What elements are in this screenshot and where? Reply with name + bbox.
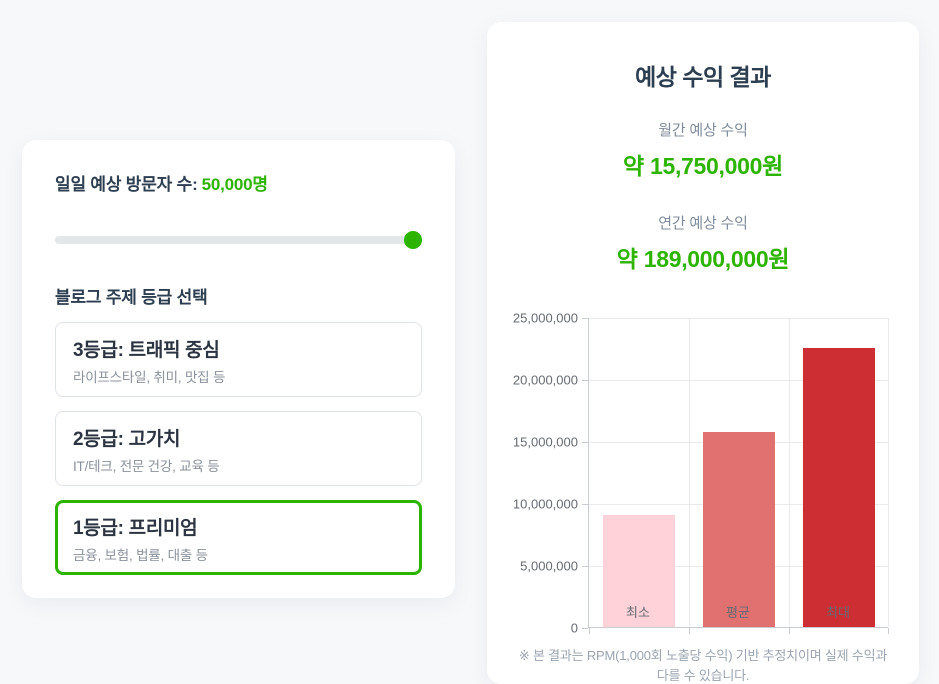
grade-option-subtitle: 라이프스타일, 취미, 맛집 등 bbox=[73, 370, 226, 385]
x-axis-tick bbox=[888, 628, 889, 634]
daily-visitors-label: 일일 예상 방문자 수: 50,000명 bbox=[55, 170, 422, 195]
monthly-revenue-label: 월간 예상 수익 bbox=[658, 122, 748, 139]
x-tick-label: 최대 bbox=[826, 605, 850, 620]
grade-option-tier2[interactable]: 2등급: 고가치 IT/테크, 전문 건강, 교육 등 bbox=[55, 411, 422, 486]
annual-revenue-label: 연간 예상 수익 bbox=[658, 215, 748, 232]
visitors-slider-track[interactable] bbox=[55, 236, 422, 244]
grade-option-title: 1등급: 프리미엄 bbox=[73, 518, 198, 539]
y-tick-label: 25,000,000 bbox=[512, 310, 578, 326]
calculator-card: 일일 예상 방문자 수: 50,000명 블로그 주제 등급 선택 3등급: 트래… bbox=[22, 140, 455, 598]
grade-option-title: 2등급: 고가치 bbox=[73, 429, 181, 450]
y-tick-label: 20,000,000 bbox=[512, 372, 578, 388]
y-axis-tick bbox=[582, 442, 588, 443]
visitors-slider-thumb[interactable] bbox=[404, 231, 422, 249]
y-axis-tick bbox=[582, 504, 588, 505]
y-axis-tick bbox=[582, 380, 588, 381]
y-axis-tick bbox=[582, 628, 588, 629]
y-tick-label: 15,000,000 bbox=[512, 434, 578, 450]
y-axis-tick bbox=[582, 566, 588, 567]
y-gridline bbox=[589, 380, 888, 381]
grade-option-tier3[interactable]: 3등급: 트래픽 중심 라이프스타일, 취미, 맛집 등 bbox=[55, 322, 422, 397]
chart-bar-3 bbox=[803, 348, 875, 627]
grade-option-tier1-selected[interactable]: 1등급: 프리미엄 금융, 보험, 법률, 대출 등 bbox=[55, 500, 422, 575]
x-axis-tick bbox=[589, 628, 590, 634]
x-tick-label: 평균 bbox=[726, 605, 750, 620]
y-axis-tick bbox=[582, 318, 588, 319]
annual-revenue-value: 약 189,000,000원 bbox=[616, 246, 790, 272]
chart-plot-area: 0 5,000,000 10,000,000 15,000,000 20,000,000… bbox=[513, 311, 889, 636]
x-gridline bbox=[689, 318, 690, 627]
x-tick-label: 최소 bbox=[626, 605, 650, 620]
grade-option-title: 3등급: 트래픽 중심 bbox=[73, 340, 220, 361]
grade-option-subtitle: 금융, 보험, 법률, 대출 등 bbox=[73, 548, 208, 563]
monthly-revenue-value: 약 15,750,000원 bbox=[623, 153, 783, 179]
results-title: 예상 수익 결과 bbox=[635, 64, 771, 90]
chart-bar-1 bbox=[603, 515, 675, 627]
y-tick-label: 10,000,000 bbox=[512, 496, 578, 512]
rpm-disclaimer: ※ 본 결과는 RPM(1,000회 노출당 수익) 기반 추정치이며 실제 수… bbox=[518, 648, 888, 684]
visitors-slider[interactable] bbox=[55, 231, 422, 249]
x-gridline bbox=[888, 318, 889, 627]
x-gridline bbox=[789, 318, 790, 627]
x-axis-tick bbox=[789, 628, 790, 634]
daily-visitors-value: 50,000명 bbox=[201, 175, 268, 194]
revenue-bar-chart: 0 5,000,000 10,000,000 15,000,000 20,000,000… bbox=[487, 284, 919, 644]
y-tick-label: 0 bbox=[570, 620, 578, 636]
y-gridline bbox=[589, 318, 888, 319]
y-tick-label: 5,000,000 bbox=[520, 558, 578, 574]
grade-option-subtitle: IT/테크, 전문 건강, 교육 등 bbox=[73, 459, 220, 474]
grade-section-title: 블로그 주제 등급 선택 bbox=[55, 288, 208, 307]
results-card: 예상 수익 결과 월간 예상 수익 약 15,750,000원 연간 예상 수익… bbox=[487, 22, 919, 684]
chart-bar-2 bbox=[703, 431, 775, 627]
x-axis-tick bbox=[689, 628, 690, 634]
daily-visitors-label-text: 일일 예상 방문자 수: bbox=[55, 175, 198, 194]
